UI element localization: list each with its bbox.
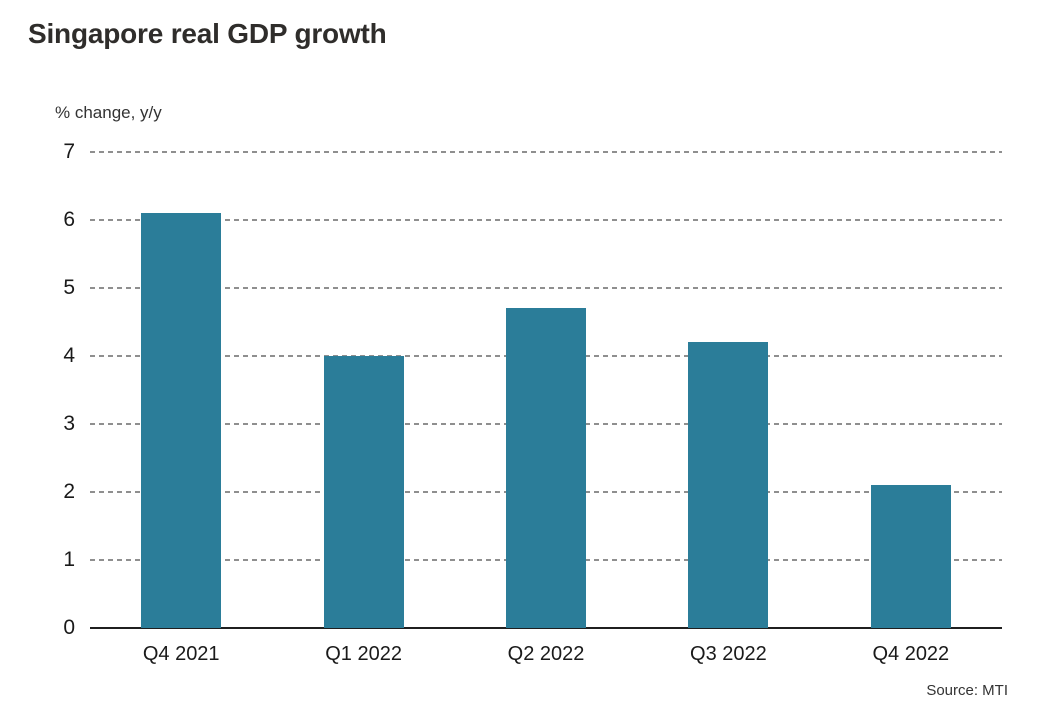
y-tick-label-7: 7: [63, 140, 75, 163]
y-tick-label-5: 5: [63, 275, 75, 299]
bar-series: [90, 152, 1002, 628]
x-axis-labels: Q4 2021 Q1 2022 Q2 2022 Q3 2022 Q4 2022: [90, 643, 1002, 666]
x-tick-label-q4-2021: Q4 2021: [142, 643, 220, 665]
x-tick-label-q4-2022: Q4 2022: [872, 643, 950, 665]
x-tick-label-q1-2022: Q1 2022: [325, 643, 402, 665]
y-tick-label-4: 4: [63, 344, 75, 367]
bar-slot-q1-2022: [272, 152, 454, 628]
y-tick-label-0: 0: [63, 616, 75, 639]
bar-slot-q4-2022: [820, 152, 1002, 628]
bar-slot-q2-2022: [455, 152, 637, 628]
gridline-5: [90, 286, 1002, 289]
y-axis-unit-label: % change, y/y: [55, 103, 162, 122]
bar-q2-2022: [506, 308, 587, 628]
bar-q4-2022: [870, 485, 951, 628]
y-axis-tick-labels: 0 1 2 3 4 5 6 7: [30, 140, 75, 639]
plot-area: [90, 151, 1002, 629]
x-tick-label-q3-2022: Q3 2022: [690, 643, 767, 665]
gridline-6: [90, 218, 1002, 221]
bar-slot-q3-2022: [637, 152, 819, 628]
x-axis-baseline: [90, 627, 1002, 629]
y-tick-label-2: 2: [63, 480, 75, 503]
bar-slot-q4-2021: [90, 152, 272, 628]
source-credit: Source: MTI: [926, 682, 1008, 699]
bar-q4-2021: [141, 213, 222, 628]
y-tick-label-1: 1: [63, 548, 75, 571]
bar-q1-2022: [323, 356, 404, 628]
y-tick-label-3: 3: [63, 411, 75, 435]
x-tick-label-q2-2022: Q2 2022: [507, 643, 585, 665]
bar-q3-2022: [688, 342, 769, 628]
gridline-7: [90, 151, 1002, 153]
chart-title: Singapore real GDP growth: [28, 18, 387, 49]
y-tick-label-6: 6: [63, 207, 75, 231]
